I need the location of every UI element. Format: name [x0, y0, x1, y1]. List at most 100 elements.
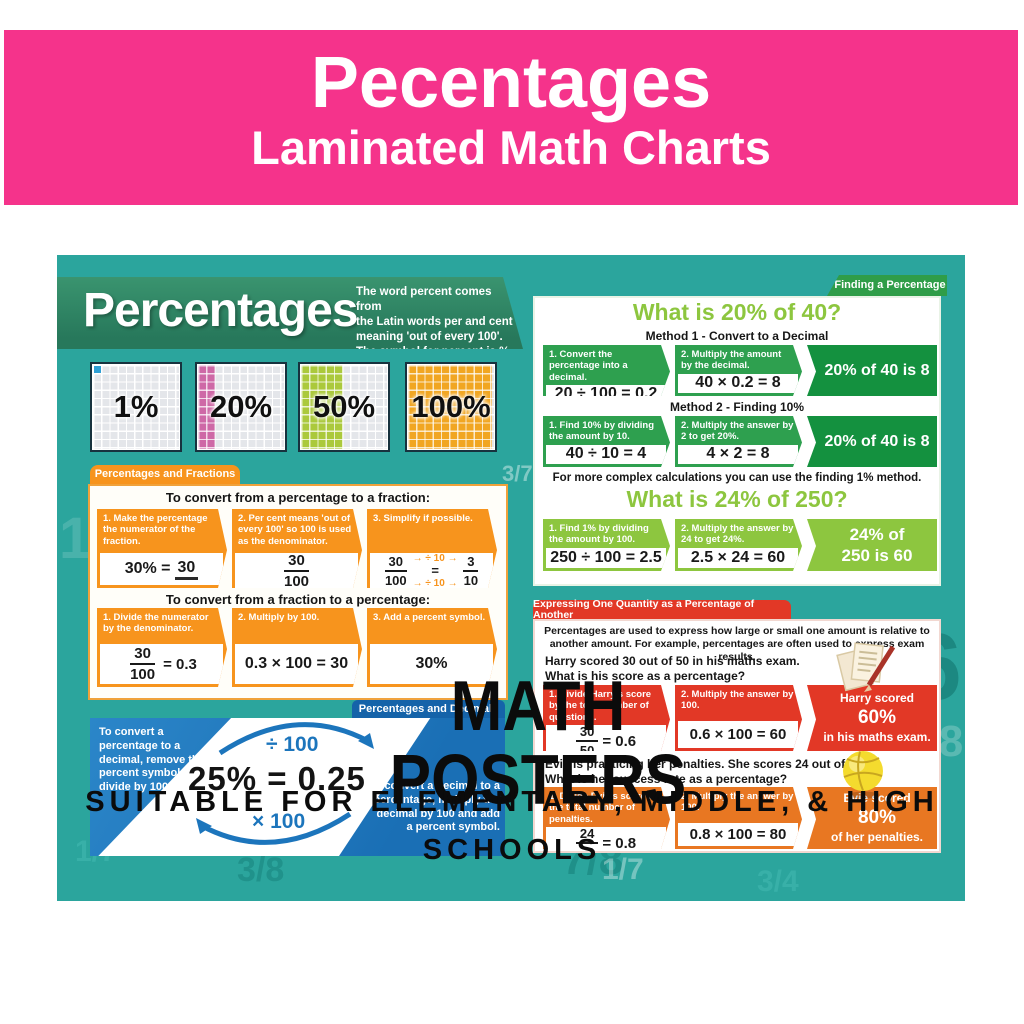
step-text: 2. Multiply the answer by 100. [681, 689, 794, 712]
grid-square-20pct: 20% [195, 362, 287, 452]
tab-expressing-one-quantity: Expressing One Quantity as a Percentage … [533, 599, 791, 620]
step-text: 2. Multiply the answer by 2 to get 20%. [681, 420, 794, 443]
grid-square-100pct: 100% [405, 362, 497, 452]
step-text: 1. Divide Harry's score by the total num… [549, 689, 652, 723]
watermark-fraction: 3/7 [502, 461, 533, 486]
step-card: 1. Find 1% by dividing the amount by 100… [543, 519, 670, 571]
equation: 40 ÷ 10 = 4 [546, 445, 666, 464]
step-card: 2. Multiply the answer by 100. 0.6 × 100… [675, 685, 802, 751]
result-box: 24% of 250 is 60 [807, 519, 937, 571]
poster-title-banner: Percentages The word percent comes from … [57, 277, 523, 349]
overlay-schools: SCHOOLS [422, 834, 602, 866]
step-card: 3. Add a percent symbol. 30% [367, 608, 497, 687]
fraction: 30 100 [130, 645, 156, 683]
grid-label: 1% [113, 389, 159, 424]
equation: = 0.3 [163, 655, 197, 673]
fraction: 3 10 [463, 554, 479, 589]
one-percent-note: For more complex calculations you can us… [552, 472, 922, 484]
pct-to-decimal-rule: To convert a percentage to a decimal, re… [99, 726, 205, 793]
equation-underlined: 30 [175, 559, 199, 580]
step-text: 1. Make the percentage the numerator of … [103, 513, 208, 547]
step-text: 1. Find 10% by dividing the amount by 10… [549, 420, 655, 443]
divide-by-10-arrow: → ÷ 10 → [412, 578, 458, 590]
grid-label: 100% [411, 389, 491, 424]
overlay-math-posters: MATH POSTERS [389, 665, 687, 820]
step-text: 1. Convert the percentage into a decimal… [549, 349, 628, 383]
question-20-of-40: What is 20% of 40? [632, 299, 842, 325]
equation: 0.8 × 100 = 80 [678, 823, 798, 846]
tab-percentages-and-decimals: Percentages and Decimals [352, 700, 505, 718]
step-card: 2. Multiply the answer by 2 to get 20%. … [675, 416, 802, 467]
step-text: 2. Multiply the answer by 100. [681, 791, 794, 814]
pink-title-banner: Pecentages Laminated Math Charts [4, 30, 1018, 205]
expressing-panel: Percentages are used to express how larg… [533, 619, 941, 853]
divide-by-10-arrow: → ÷ 10 → [412, 553, 458, 564]
step-text: 2. Per cent means 'out of every 100' so … [238, 513, 352, 547]
equation: 40 × 0.2 = 8 [678, 374, 798, 393]
product-subtitle: Laminated Math Charts [251, 120, 771, 174]
equation: = 0.8 [602, 834, 637, 852]
step-text: 2. Multiply the answer by 24 to get 24%. [681, 523, 794, 546]
step-card: 1. Find 10% by dividing the amount by 10… [543, 416, 670, 467]
percent-definition: The word percent comes from the Latin wo… [356, 286, 513, 358]
tab-percentages-and-fractions: Percentages and Fractions [90, 465, 240, 484]
equation: 250 ÷ 100 = 2.5 [546, 548, 666, 568]
decimal-equation: 25% = 0.25 [188, 760, 366, 797]
fraction: 30 100 [283, 552, 310, 590]
tab-finding-a-percentage: Finding a Percentage [827, 275, 947, 296]
result-box: 20% of 40 is 8 [807, 345, 937, 396]
filled-columns [408, 365, 492, 449]
result-box: Evie scored 80% of her penalties. [807, 787, 937, 849]
step-card: 2. Per cent means 'out of every 100' so … [232, 509, 362, 588]
harry-question: Harry scored 30 out of 50 in his maths e… [545, 654, 800, 683]
volleyball-icon [843, 751, 883, 799]
step-card: 2. Multiply by 100. 0.3 × 100 = 30 [232, 608, 362, 687]
filled-columns [301, 365, 343, 449]
heading-pct-to-fraction: To convert from a percentage to a fracti… [165, 490, 431, 505]
result-box: Harry scored 60% in his maths exam. [807, 685, 937, 751]
result-box: 20% of 40 is 8 [807, 416, 937, 467]
question-24-of-250: What is 24% of 250? [626, 486, 848, 512]
step-text: 1. Divide Evie's score by the total numb… [549, 791, 660, 825]
grid-square-1pct: 1% [90, 362, 182, 452]
math-poster: 5/7 3/7 4 6 2/8 1/2 7/8 3/4 1/7 3/8 1/7 … [57, 255, 965, 901]
step-card: 1. Divide Harry's score by the total num… [543, 685, 670, 751]
step-card: 1. Make the percentage the numerator of … [97, 509, 227, 588]
method2-label: Method 2 - Finding 10% [670, 400, 804, 414]
equation: 30% = [124, 560, 171, 577]
equation: 30% [370, 644, 493, 684]
equation: 2.5 × 24 = 60 [678, 548, 798, 568]
equation: 0.3 × 100 = 30 [235, 644, 358, 684]
equation: 4 × 2 = 8 [678, 445, 798, 464]
overlay-suitable-for: SUITABLE FOR ELEMENTARY, MIDDLE, & HIGH [85, 786, 939, 818]
simplify-arrows: → ÷ 10 → = → ÷ 10 → [412, 553, 458, 590]
step-card: 1. Divide the numerator by the denominat… [97, 608, 227, 687]
step-text: 2. Multiply by 100. [238, 612, 320, 623]
method1-label: Method 1 - Convert to a Decimal [645, 329, 829, 343]
filled-columns [198, 365, 215, 449]
expressing-intro: Percentages are used to express how larg… [544, 625, 930, 664]
step-card: 2. Multiply the answer by 24 to get 24%.… [675, 519, 802, 571]
step-text: 1. Divide the numerator by the denominat… [103, 612, 209, 635]
fractions-panel: To convert from a percentage to a fracti… [88, 484, 508, 700]
step-card: 2. Multiply the amount by the decimal. 4… [675, 345, 802, 396]
decimals-panel: To convert a percentage to a decimal, re… [90, 718, 505, 856]
step-card: 3. Simplify if possible. 30 100 → ÷ 10 →… [367, 509, 497, 588]
product-title: Pecentages [310, 43, 712, 123]
heading-fraction-to-pct: To convert from a fraction to a percenta… [165, 592, 431, 607]
step-card: 2. Multiply the answer by 100. 0.8 × 100… [675, 787, 802, 849]
evie-question: Evie is practicing her penalties. She sc… [545, 757, 865, 786]
step-card: 1. Convert the percentage into a decimal… [543, 345, 670, 396]
step-text: 3. Add a percent symbol. [373, 612, 486, 623]
exam-paper-pencil-icon [836, 642, 896, 692]
divide-arrow-arc [218, 722, 374, 756]
poster-title: Percentages [83, 284, 358, 337]
watermark-fraction: 3/4 [757, 865, 799, 898]
decimal-to-pct-rule: To convert a decimal to a percentage, mu… [368, 780, 500, 834]
equation: 0.6 × 100 = 60 [678, 721, 798, 748]
grid-label: 50% [312, 389, 376, 424]
fraction: 30 100 [384, 554, 407, 589]
grid-label: 20% [209, 389, 273, 424]
step-text: 2. Multiply the amount by the decimal. [681, 349, 782, 372]
